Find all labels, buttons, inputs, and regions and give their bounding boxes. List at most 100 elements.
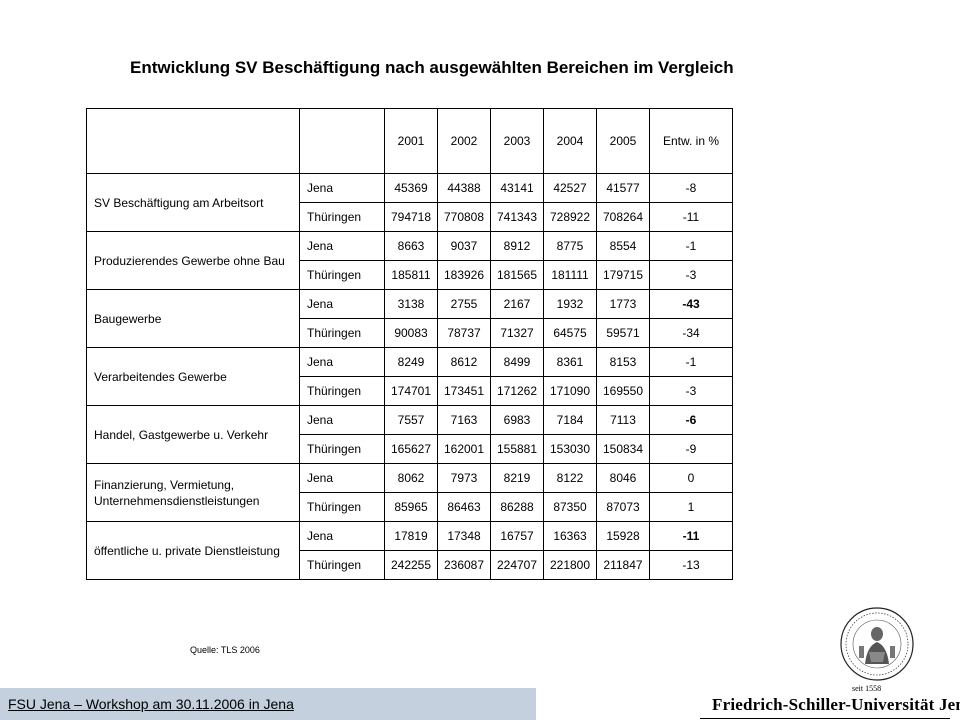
value-cell: 8361: [543, 347, 597, 377]
value-cell: 8122: [543, 463, 597, 493]
region-cell: Thüringen: [299, 434, 385, 464]
value-cell: 7184: [543, 405, 597, 435]
value-cell: 2167: [490, 289, 544, 319]
table-row: Verarbeitendes Gewerbe Jena 8249 8612 8499 83…: [86, 347, 733, 406]
value-cell: 59571: [596, 318, 650, 348]
logo-underline: [700, 718, 950, 719]
table-row: SV Beschäftigung am Arbeitsort Jena 45369 4…: [86, 173, 733, 232]
value-cell: 90083: [384, 318, 438, 348]
region-cell: Thüringen: [299, 492, 385, 522]
value-cell: 41577: [596, 173, 650, 203]
change-percent-cell: 0: [649, 463, 733, 493]
value-cell: 181565: [490, 260, 544, 290]
employment-table: 2001 2002 2003 2004 2005 Entw. in % SV B…: [86, 108, 733, 580]
header-empty-cell: [86, 108, 300, 174]
value-cell: 171090: [543, 376, 597, 406]
value-cell: 1932: [543, 289, 597, 319]
value-cell: 8775: [543, 231, 597, 261]
value-cell: 150834: [596, 434, 650, 464]
value-cell: 16757: [490, 521, 544, 551]
change-percent-cell: -3: [649, 260, 733, 290]
table-row: öffentliche u. private Dienstleistung Jen…: [86, 521, 733, 580]
value-cell: 165627: [384, 434, 438, 464]
value-cell: 42527: [543, 173, 597, 203]
value-cell: 185811: [384, 260, 438, 290]
value-cell: 2755: [437, 289, 491, 319]
value-cell: 15928: [596, 521, 650, 551]
region-cell: Jena: [299, 463, 385, 493]
change-percent-cell: -13: [649, 550, 733, 580]
value-cell: 171262: [490, 376, 544, 406]
value-cell: 221800: [543, 550, 597, 580]
table-row: Thüringen 85965 86463 86288 87350 87073 1: [87, 492, 733, 522]
value-cell: 8663: [384, 231, 438, 261]
value-cell: 8249: [384, 347, 438, 377]
value-cell: 7113: [596, 405, 650, 435]
table-row: Thüringen 242255 236087 224707 221800 211847-…: [87, 550, 733, 580]
value-cell: 45369: [384, 173, 438, 203]
region-cell: Thüringen: [299, 318, 385, 348]
value-cell: 71327: [490, 318, 544, 348]
value-cell: 708264: [596, 202, 650, 232]
footer-bar: [0, 688, 536, 720]
value-cell: 8153: [596, 347, 650, 377]
value-cell: 9037: [437, 231, 491, 261]
header-empty-cell: [299, 108, 385, 174]
column-header: 2003: [490, 108, 544, 174]
column-header: 2002: [437, 108, 491, 174]
value-cell: 8554: [596, 231, 650, 261]
value-cell: 174701: [384, 376, 438, 406]
value-cell: 8499: [490, 347, 544, 377]
value-cell: 153030: [543, 434, 597, 464]
category-cell: öffentliche u. private Dienstleistung: [86, 521, 300, 580]
region-cell: Thüringen: [299, 550, 385, 580]
table-row: Thüringen 794718 770808 741343 728922 708264-…: [87, 202, 733, 232]
change-percent-cell: -43: [649, 289, 733, 319]
change-percent-cell: -1: [649, 347, 733, 377]
region-cell: Jena: [299, 521, 385, 551]
value-cell: 1773: [596, 289, 650, 319]
table-row: Produzierendes Gewerbe ohne Bau Jena 8663 9…: [86, 231, 733, 290]
value-cell: 17348: [437, 521, 491, 551]
column-header: 2004: [543, 108, 597, 174]
value-cell: 7973: [437, 463, 491, 493]
region-cell: Thüringen: [299, 376, 385, 406]
value-cell: 8612: [437, 347, 491, 377]
value-cell: 169550: [596, 376, 650, 406]
footer-link[interactable]: FSU Jena – Workshop am 30.11.2006 in Jen…: [8, 696, 294, 712]
value-cell: 78737: [437, 318, 491, 348]
region-cell: Jena: [299, 231, 385, 261]
region-cell: Jena: [299, 405, 385, 435]
value-cell: 173451: [437, 376, 491, 406]
value-cell: 16363: [543, 521, 597, 551]
value-cell: 6983: [490, 405, 544, 435]
category-cell: Baugewerbe: [86, 289, 300, 348]
value-cell: 44388: [437, 173, 491, 203]
column-header: 2001: [384, 108, 438, 174]
category-cell: Produzierendes Gewerbe ohne Bau: [86, 231, 300, 290]
category-cell: Handel, Gastgewerbe u. Verkehr: [86, 405, 300, 464]
value-cell: 181111: [543, 260, 597, 290]
change-percent-cell: -3: [649, 376, 733, 406]
value-cell: 64575: [543, 318, 597, 348]
column-header: 2005: [596, 108, 650, 174]
value-cell: 86288: [490, 492, 544, 522]
value-cell: 8062: [384, 463, 438, 493]
seal-caption: seit 1558: [852, 684, 882, 693]
value-cell: 179715: [596, 260, 650, 290]
value-cell: 155881: [490, 434, 544, 464]
category-cell: SV Beschäftigung am Arbeitsort: [86, 173, 300, 232]
value-cell: 7163: [437, 405, 491, 435]
category-cell: Verarbeitendes Gewerbe: [86, 347, 300, 406]
change-percent-cell: -11: [649, 521, 733, 551]
value-cell: 224707: [490, 550, 544, 580]
change-percent-cell: -8: [649, 173, 733, 203]
value-cell: 242255: [384, 550, 438, 580]
table-row: Thüringen 165627 162001 155881 153030 150834-…: [87, 434, 733, 464]
table-header-row: 2001 2002 2003 2004 2005 Entw. in %: [86, 108, 733, 174]
value-cell: 86463: [437, 492, 491, 522]
value-cell: 236087: [437, 550, 491, 580]
value-cell: 87350: [543, 492, 597, 522]
change-percent-cell: -1: [649, 231, 733, 261]
change-percent-cell: -34: [649, 318, 733, 348]
